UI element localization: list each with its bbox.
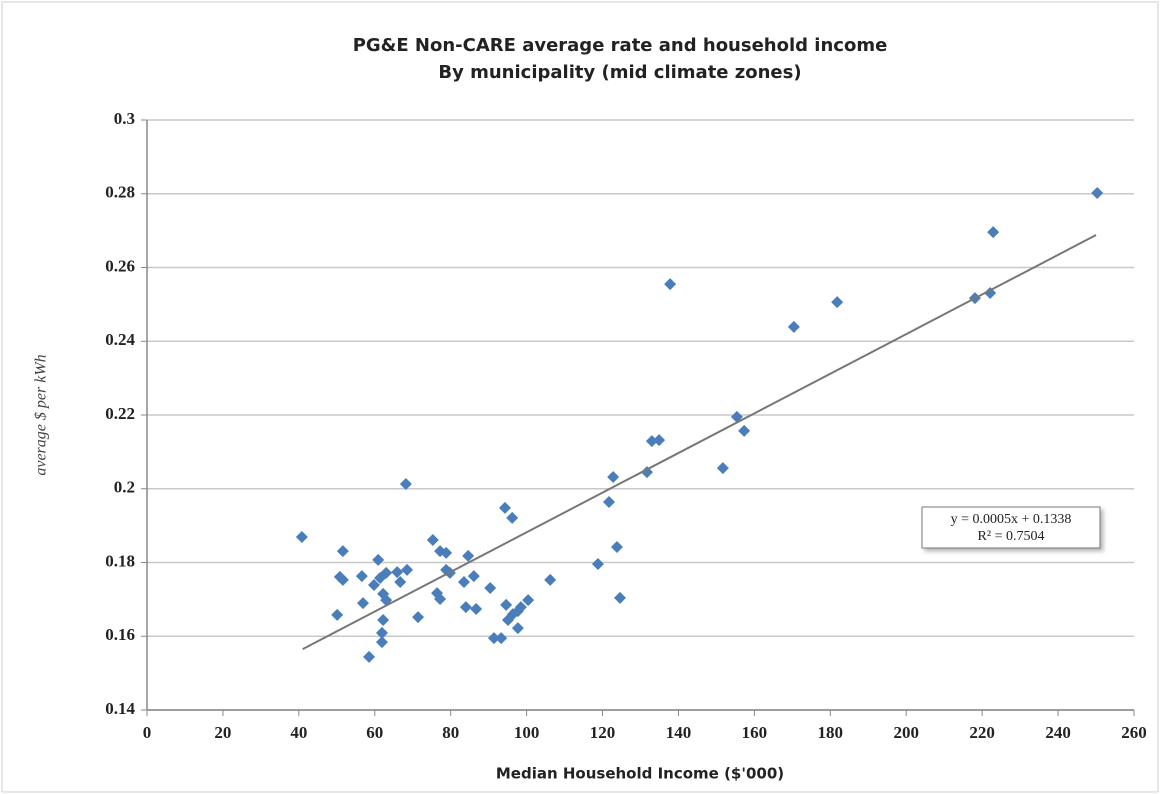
point [787, 320, 800, 333]
y-tick-label: 0.14 [105, 699, 135, 718]
point [412, 611, 425, 624]
x-tick-label: 40 [290, 723, 307, 742]
trend-equation-box: y = 0.0005x + 0.1338 R² = 0.7504 [921, 506, 1101, 549]
point [434, 593, 447, 606]
point [522, 594, 535, 607]
point [357, 597, 370, 610]
point [457, 576, 470, 589]
x-tick-label: 20 [214, 723, 231, 742]
annotation-line: R² = 0.7504 [978, 529, 1045, 544]
point [401, 563, 414, 576]
point [459, 601, 472, 614]
y-tick-label: 0.3 [114, 109, 135, 128]
x-axis-label: Median Household Income ($'000) [496, 765, 784, 783]
point [487, 632, 500, 645]
point [368, 578, 381, 591]
x-tick-label: 120 [590, 723, 616, 742]
point [640, 466, 653, 479]
point [645, 435, 658, 448]
point [500, 598, 513, 611]
y-tick-label: 0.18 [105, 551, 135, 570]
y-tick-label: 0.28 [105, 183, 135, 202]
point [544, 573, 557, 586]
point [375, 636, 388, 649]
y-tick-label: 0.26 [105, 256, 135, 275]
x-tick-label: 160 [742, 723, 768, 742]
x-tick-label: 240 [1045, 723, 1071, 742]
point [984, 286, 997, 299]
point [653, 434, 666, 447]
point [336, 545, 349, 558]
point [506, 511, 519, 524]
point [716, 462, 729, 475]
y-axis-label: average $ per kWh [33, 354, 50, 475]
x-tick-label: 100 [514, 723, 540, 742]
point [987, 226, 1000, 239]
point [399, 477, 412, 490]
y-tick-label: 0.22 [105, 404, 135, 423]
point [467, 570, 480, 583]
point [470, 602, 483, 615]
point [514, 601, 527, 614]
annotation-box [921, 506, 1101, 549]
point [331, 608, 344, 621]
point [377, 614, 390, 627]
chart-subtitle: By municipality (mid climate zones) [438, 62, 801, 83]
y-tick-label: 0.16 [105, 625, 135, 644]
point [1091, 187, 1104, 200]
point [462, 549, 475, 562]
point [610, 541, 623, 554]
x-tick-label: 140 [666, 723, 692, 742]
x-tick-label: 80 [442, 723, 459, 742]
y-tick-label: 0.24 [105, 330, 135, 349]
point [336, 573, 349, 586]
point [372, 553, 385, 566]
x-tick-label: 220 [969, 723, 995, 742]
point [380, 566, 393, 579]
point [355, 570, 368, 583]
x-tick-label: 180 [818, 723, 844, 742]
point [607, 470, 620, 483]
point [498, 501, 511, 514]
point [484, 581, 497, 594]
point [831, 296, 844, 309]
plot [295, 187, 1104, 663]
point [363, 650, 376, 663]
point [495, 632, 508, 645]
x-tick-label: 200 [893, 723, 919, 742]
x-tick-label: 60 [366, 723, 383, 742]
point [591, 557, 604, 570]
point [426, 534, 439, 547]
grid: 0.14 0.16 0.18 0.2 0.22 0.24 0.26 0.28 0.3 0 20 40 6… [105, 109, 1147, 742]
point [602, 496, 615, 509]
point [738, 424, 751, 437]
x-tick-label: 0 [143, 723, 152, 742]
annotation-line: y = 0.0005x + 0.1338 [951, 512, 1072, 527]
point [614, 591, 627, 604]
point [295, 531, 308, 544]
trendline [302, 234, 1097, 651]
point [375, 626, 388, 639]
x-tick-label: 260 [1121, 723, 1147, 742]
y-tick-label: 0.2 [114, 478, 135, 497]
point [664, 278, 677, 291]
point [511, 622, 524, 635]
point [394, 576, 407, 589]
point [391, 566, 404, 579]
chart-title: PG&E Non-CARE average rate and household… [353, 35, 888, 56]
point [440, 546, 453, 559]
